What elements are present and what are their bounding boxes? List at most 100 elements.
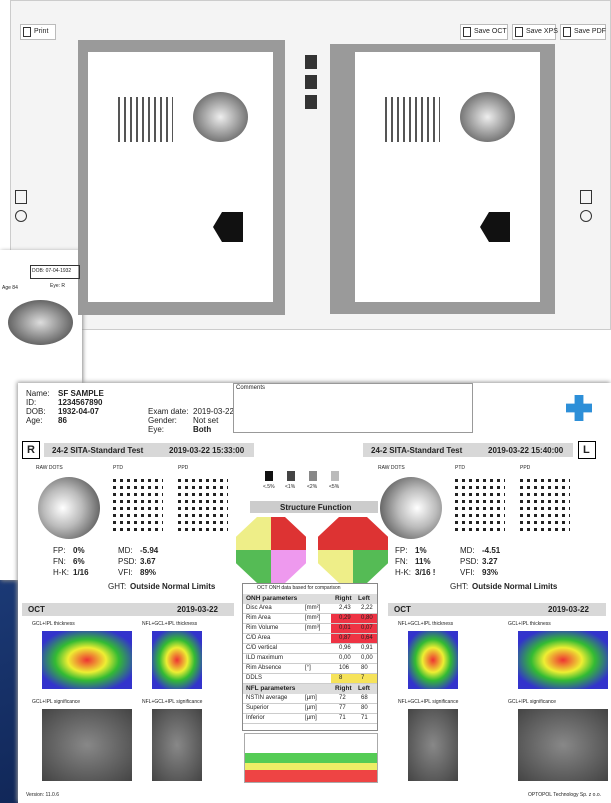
oct-title: OCT <box>28 605 45 614</box>
table-cell: 0,96 <box>339 645 351 651</box>
oct-map <box>408 709 458 781</box>
legend-swatch <box>265 471 273 481</box>
eye-label: R <box>27 444 35 456</box>
table-cell: C/D Area <box>246 635 270 641</box>
table-cell: 80 <box>361 705 368 711</box>
preview-page <box>88 52 273 302</box>
oct-date: 2019-03-22 <box>177 605 218 614</box>
table-cell: [mm³] <box>305 625 320 631</box>
table-cell: 0,87 <box>339 635 351 641</box>
toolbar-button[interactable]: Save PDF <box>560 24 606 40</box>
button-label: Save OCT <box>474 28 507 35</box>
oct-map <box>42 709 132 781</box>
legend-label: <2% <box>307 484 317 490</box>
stat-label: FP: <box>395 546 407 555</box>
patient-label: ID: <box>26 398 36 407</box>
button-label: Print <box>34 28 48 35</box>
raw-dots <box>38 477 100 539</box>
test-bar: 24-2 SITA-Standard Test 2019-03-22 15:40:… <box>363 443 573 457</box>
side-icon <box>305 55 317 69</box>
table-cell: [µm] <box>305 695 317 701</box>
table-cell: Rim Volume <box>246 625 278 631</box>
stat-value: -5.94 <box>140 546 158 555</box>
table-cell: [µm] <box>305 715 317 721</box>
oct-map <box>152 631 202 689</box>
table-cell: Inferior <box>246 715 265 721</box>
table-row-line <box>243 663 377 664</box>
table-cell: DDLS <box>246 675 262 681</box>
table-cell: Rim Absence <box>246 665 281 671</box>
map-label: NFL+GCL+IPL thickness <box>398 621 453 627</box>
map-label: GCL+IPL thickness <box>32 621 75 627</box>
stat-value: 0% <box>73 546 85 555</box>
preview-grid <box>385 97 440 142</box>
preview-field <box>460 92 515 142</box>
structure-octagon <box>318 517 388 583</box>
stat-value: 1% <box>415 546 427 555</box>
structure-function-bar: Structure Function <box>250 501 378 513</box>
table-cell: 0,64 <box>361 635 373 641</box>
toolbar-button[interactable]: Save XPS <box>512 24 556 40</box>
table-cell: 0,01 <box>339 625 351 631</box>
toolbar-button[interactable]: Print <box>20 24 56 40</box>
side-icon <box>305 75 317 89</box>
ght-label: GHT: <box>108 582 126 591</box>
table-cell: 2,43 <box>339 605 351 611</box>
patient-label: Name: <box>26 389 50 398</box>
table-cell: NSTIN average <box>246 695 287 701</box>
table-cell: [µm] <box>305 705 317 711</box>
comments-box <box>233 383 473 433</box>
stat-value: 6% <box>73 557 85 566</box>
map-label: NFL+GCL+IPL significance <box>398 699 458 705</box>
footer-version: Version: 11.0.6 <box>26 792 59 798</box>
doc-age: Age 84 <box>2 285 18 291</box>
oct-title: OCT <box>394 605 411 614</box>
legend-swatch <box>309 471 317 481</box>
plot-label: RAW DOTS <box>378 465 405 471</box>
plot-label: PTD <box>113 465 123 471</box>
oct-bar: OCT 2019-03-22 <box>22 603 234 616</box>
table-cell: 0,07 <box>361 625 373 631</box>
patient-value: 1932-04-07 <box>58 407 99 416</box>
exam-value: Not set <box>193 416 218 425</box>
stat-value: -4.51 <box>482 546 500 555</box>
ght-value: Outside Normal Limits <box>130 582 215 591</box>
legend-label: <5% <box>329 484 339 490</box>
stat-value: 11% <box>415 557 431 566</box>
eye-box: R <box>22 441 40 459</box>
dot-grid <box>520 479 570 534</box>
test-name: 24-2 SITA-Standard Test <box>371 446 462 455</box>
dot-grid <box>178 479 228 534</box>
table-cell: 0,29 <box>339 615 351 621</box>
exam-value: 2019-03-22 <box>193 407 234 416</box>
preview-shape <box>480 212 510 242</box>
stat-label: FN: <box>53 557 66 566</box>
oct-map <box>518 709 608 781</box>
button-label: Save PDF <box>574 28 606 35</box>
ght-label: GHT: <box>450 582 468 591</box>
sidebar-icon <box>580 210 592 222</box>
stat-label: H-K: <box>395 568 411 577</box>
map-label: GCL+IPL significance <box>508 699 556 705</box>
table-cell: 71 <box>361 715 368 721</box>
structure-octagon <box>236 517 306 583</box>
exam-label: Gender: <box>148 416 177 425</box>
table-header: Right <box>335 595 352 602</box>
table-row-line <box>243 713 377 714</box>
plot-label: PTD <box>455 465 465 471</box>
stat-label: H-K: <box>53 568 69 577</box>
preview-grid <box>118 97 173 142</box>
toolbar-button[interactable]: Save OCT <box>460 24 508 40</box>
test-datetime: 2019-03-22 15:33:00 <box>169 446 244 455</box>
stat-label: VFI: <box>118 568 133 577</box>
table-cell: [°] <box>305 665 311 671</box>
plot-label: PPD <box>178 465 188 471</box>
comments-label: Comments <box>236 385 265 391</box>
table-cell: [mm²] <box>305 605 320 611</box>
sidebar-icon <box>15 190 27 204</box>
oct-map <box>518 631 608 689</box>
test-datetime: 2019-03-22 15:40:00 <box>488 446 563 455</box>
patient-value: SF SAMPLE <box>58 389 104 398</box>
table-row-line <box>243 703 377 704</box>
